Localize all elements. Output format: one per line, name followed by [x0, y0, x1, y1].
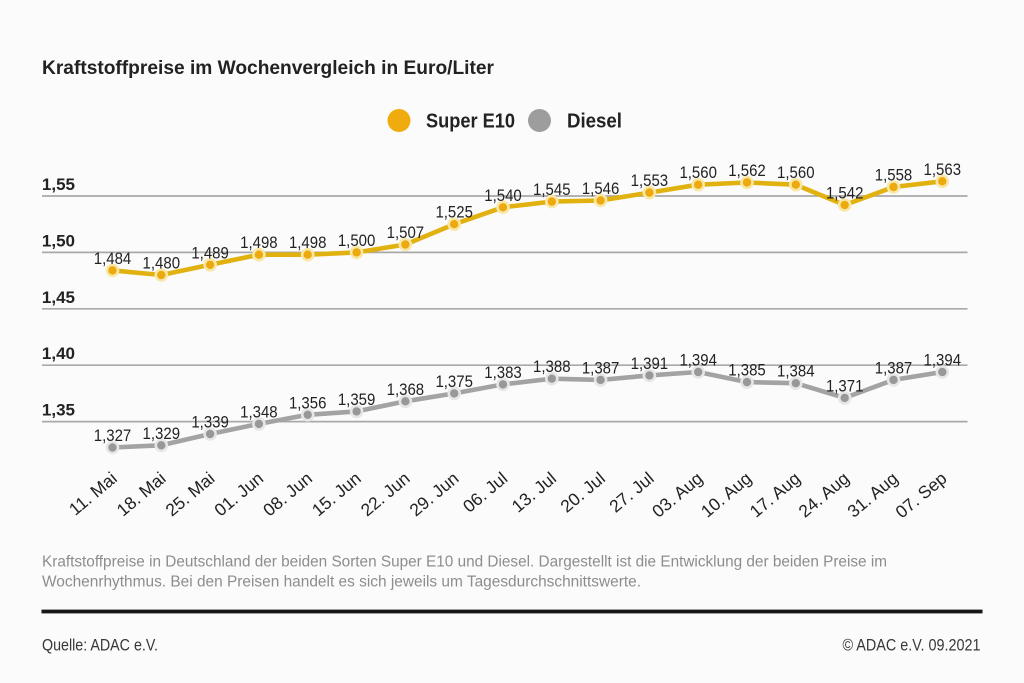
- svg-text:08. Jun: 08. Jun: [259, 468, 316, 520]
- svg-text:1,558: 1,558: [875, 166, 913, 185]
- svg-text:1,484: 1,484: [94, 249, 132, 268]
- svg-text:1,507: 1,507: [387, 223, 425, 242]
- svg-text:1,545: 1,545: [533, 180, 571, 199]
- svg-text:1,35: 1,35: [42, 401, 75, 420]
- svg-text:1,391: 1,391: [631, 354, 669, 373]
- svg-text:1,560: 1,560: [679, 163, 717, 182]
- svg-text:1,359: 1,359: [338, 390, 376, 409]
- svg-text:20. Jul: 20. Jul: [557, 468, 609, 516]
- svg-text:Super E10: Super E10: [426, 111, 515, 133]
- svg-text:1,329: 1,329: [143, 424, 181, 443]
- svg-text:1,375: 1,375: [435, 372, 473, 391]
- svg-text:1,348: 1,348: [240, 402, 278, 421]
- svg-text:1,500: 1,500: [338, 231, 376, 250]
- svg-text:1,542: 1,542: [826, 184, 864, 203]
- svg-text:13. Jul: 13. Jul: [508, 468, 560, 516]
- svg-text:1,40: 1,40: [42, 344, 75, 363]
- svg-text:1,498: 1,498: [289, 233, 327, 252]
- svg-text:29. Jun: 29. Jun: [406, 468, 463, 520]
- svg-text:25. Mai: 25. Mai: [162, 468, 219, 520]
- svg-text:1,385: 1,385: [728, 361, 766, 380]
- svg-text:1,368: 1,368: [387, 380, 425, 399]
- svg-text:1,327: 1,327: [94, 426, 132, 445]
- svg-text:Wochenrhythmus. Bei den Preise: Wochenrhythmus. Bei den Preisen handelt …: [42, 574, 641, 591]
- svg-text:1,371: 1,371: [826, 376, 864, 395]
- svg-text:1,498: 1,498: [240, 233, 278, 252]
- svg-text:Kraftstoffpreise in Deutschlan: Kraftstoffpreise in Deutschland der beid…: [42, 554, 887, 571]
- svg-text:1,339: 1,339: [191, 413, 229, 432]
- svg-text:07. Sep: 07. Sep: [892, 468, 951, 522]
- svg-text:1,562: 1,562: [728, 161, 766, 180]
- svg-text:1,553: 1,553: [631, 171, 669, 190]
- svg-text:1,546: 1,546: [582, 179, 620, 198]
- svg-text:01. Jun: 01. Jun: [210, 468, 267, 520]
- svg-text:1,383: 1,383: [484, 363, 522, 382]
- svg-text:Kraftstoffpreise im Wochenverg: Kraftstoffpreise im Wochenvergleich in E…: [42, 57, 494, 79]
- svg-text:17. Aug: 17. Aug: [746, 468, 804, 521]
- svg-text:15. Jun: 15. Jun: [308, 468, 365, 520]
- svg-text:24. Aug: 24. Aug: [795, 468, 853, 521]
- svg-text:31. Aug: 31. Aug: [843, 468, 901, 521]
- svg-text:Diesel: Diesel: [567, 111, 622, 133]
- svg-text:1,394: 1,394: [679, 351, 717, 370]
- svg-text:1,384: 1,384: [777, 362, 815, 381]
- svg-text:18. Mai: 18. Mai: [113, 468, 170, 520]
- svg-text:1,45: 1,45: [42, 288, 75, 307]
- svg-text:1,55: 1,55: [42, 175, 75, 194]
- svg-text:1,50: 1,50: [42, 231, 75, 250]
- svg-text:1,525: 1,525: [435, 203, 473, 222]
- svg-text:11. Mai: 11. Mai: [65, 468, 121, 519]
- svg-text:1,480: 1,480: [143, 254, 181, 273]
- svg-text:1,394: 1,394: [924, 351, 962, 370]
- svg-text:1,388: 1,388: [533, 357, 571, 376]
- svg-text:1,489: 1,489: [191, 243, 229, 262]
- svg-text:06. Jul: 06. Jul: [459, 468, 511, 516]
- svg-text:1,563: 1,563: [924, 160, 962, 179]
- svg-text:Quelle: ADAC e.V.: Quelle: ADAC e.V.: [42, 637, 158, 655]
- svg-text:1,387: 1,387: [875, 358, 913, 377]
- svg-text:1,560: 1,560: [777, 163, 815, 182]
- svg-text:© ADAC e.V. 09.2021: © ADAC e.V. 09.2021: [843, 637, 981, 655]
- svg-text:1,387: 1,387: [582, 358, 620, 377]
- svg-text:22. Jun: 22. Jun: [357, 468, 414, 520]
- svg-text:10. Aug: 10. Aug: [697, 468, 755, 521]
- svg-text:1,356: 1,356: [289, 393, 327, 412]
- svg-text:03. Aug: 03. Aug: [648, 468, 706, 521]
- svg-text:1,540: 1,540: [484, 186, 522, 205]
